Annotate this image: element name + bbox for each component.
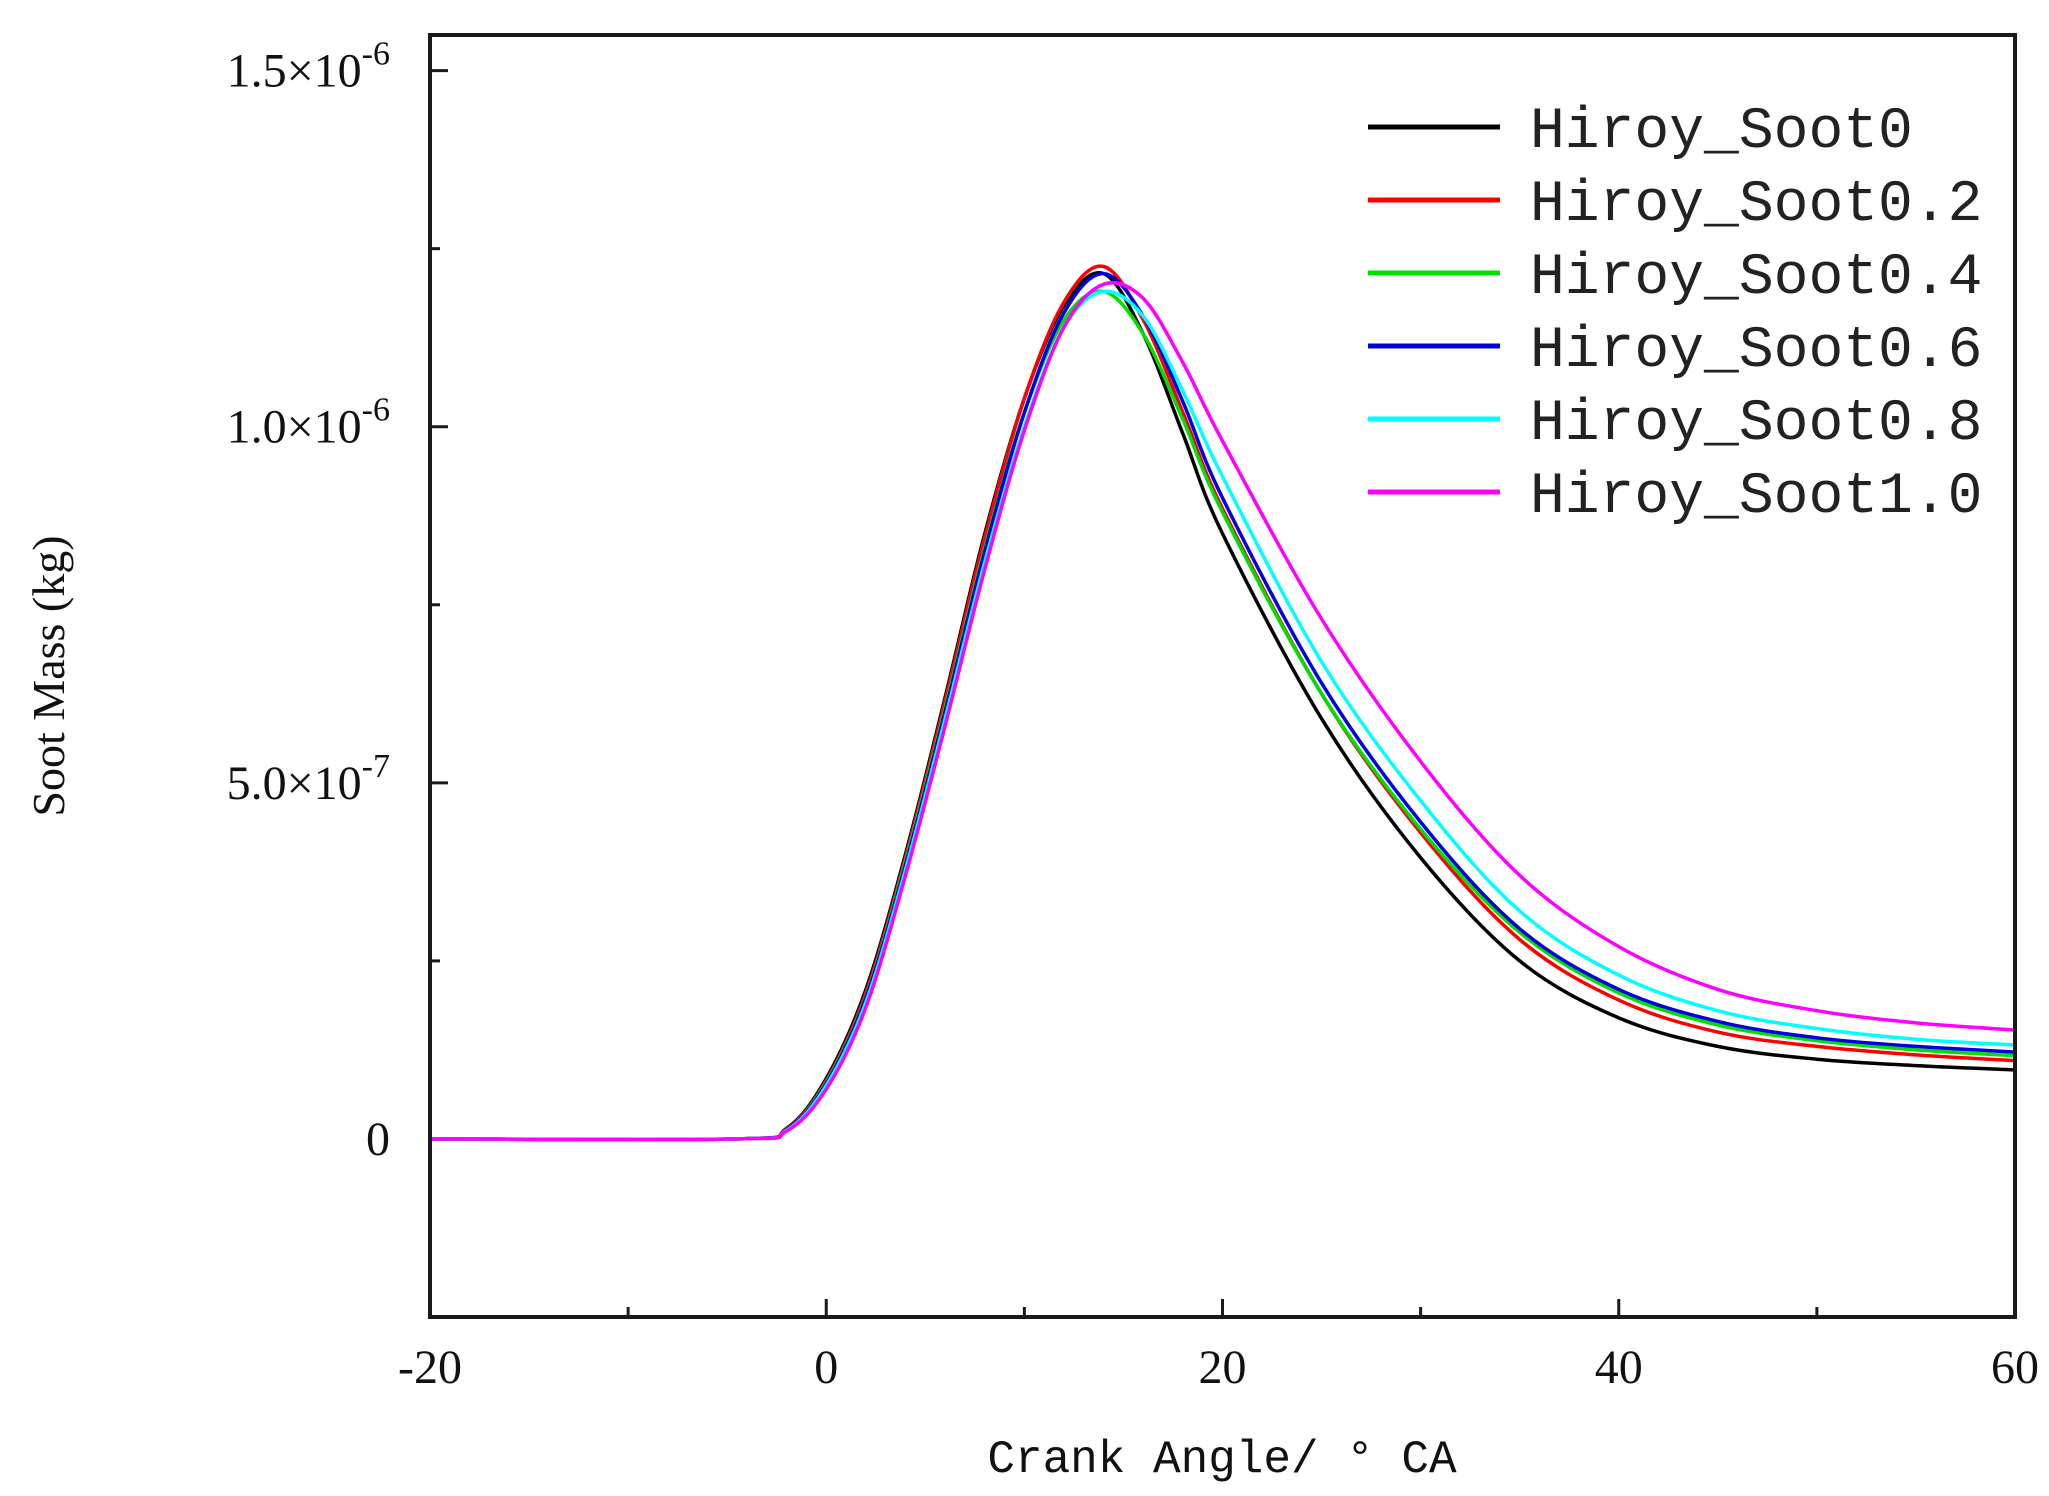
x-tick-label: 20 xyxy=(1199,1341,1247,1394)
y-tick-label: 5.0×10-7 xyxy=(227,748,390,810)
x-tick-label: 40 xyxy=(1595,1341,1643,1394)
series-line-hiroy-soot0-8 xyxy=(428,289,2017,1142)
legend-label: Hiroy_Soot0.2 xyxy=(1530,173,1982,238)
y-tick-label: 1.0×10-6 xyxy=(227,392,390,454)
y-axis-title: Soot Mass (kg) xyxy=(23,535,74,816)
series-lines xyxy=(428,264,2017,1142)
legend-label: Hiroy_Soot1.0 xyxy=(1530,465,1982,530)
y-tick-label: 1.5×10-6 xyxy=(227,36,390,98)
x-tick-label: -20 xyxy=(398,1341,462,1394)
plot-frame xyxy=(428,33,2017,1319)
y-tick-label: 0 xyxy=(366,1113,390,1166)
legend-label: Hiroy_Soot0.6 xyxy=(1530,319,1982,384)
x-axis-title: Crank Angle/ ° CA xyxy=(987,1434,1457,1486)
y-tick-labels: 0 5.0×10-7 1.0×10-6 1.5×10-6 xyxy=(227,36,390,1166)
legend: Hiroy_Soot0 Hiroy_Soot0.2 Hiroy_Soot0.4 Hir… xyxy=(1368,100,1982,530)
legend-label: Hiroy_Soot0.4 xyxy=(1530,246,1982,311)
series-line-hiroy-soot1-0 xyxy=(428,280,2017,1142)
legend-label: Hiroy_Soot0 xyxy=(1530,100,1913,165)
x-tick-label: 60 xyxy=(1991,1341,2039,1394)
x-tick-labels: -20 0 20 40 60 xyxy=(398,1341,2039,1394)
x-tick-label: 0 xyxy=(814,1341,838,1394)
legend-label: Hiroy_Soot0.8 xyxy=(1530,392,1982,457)
